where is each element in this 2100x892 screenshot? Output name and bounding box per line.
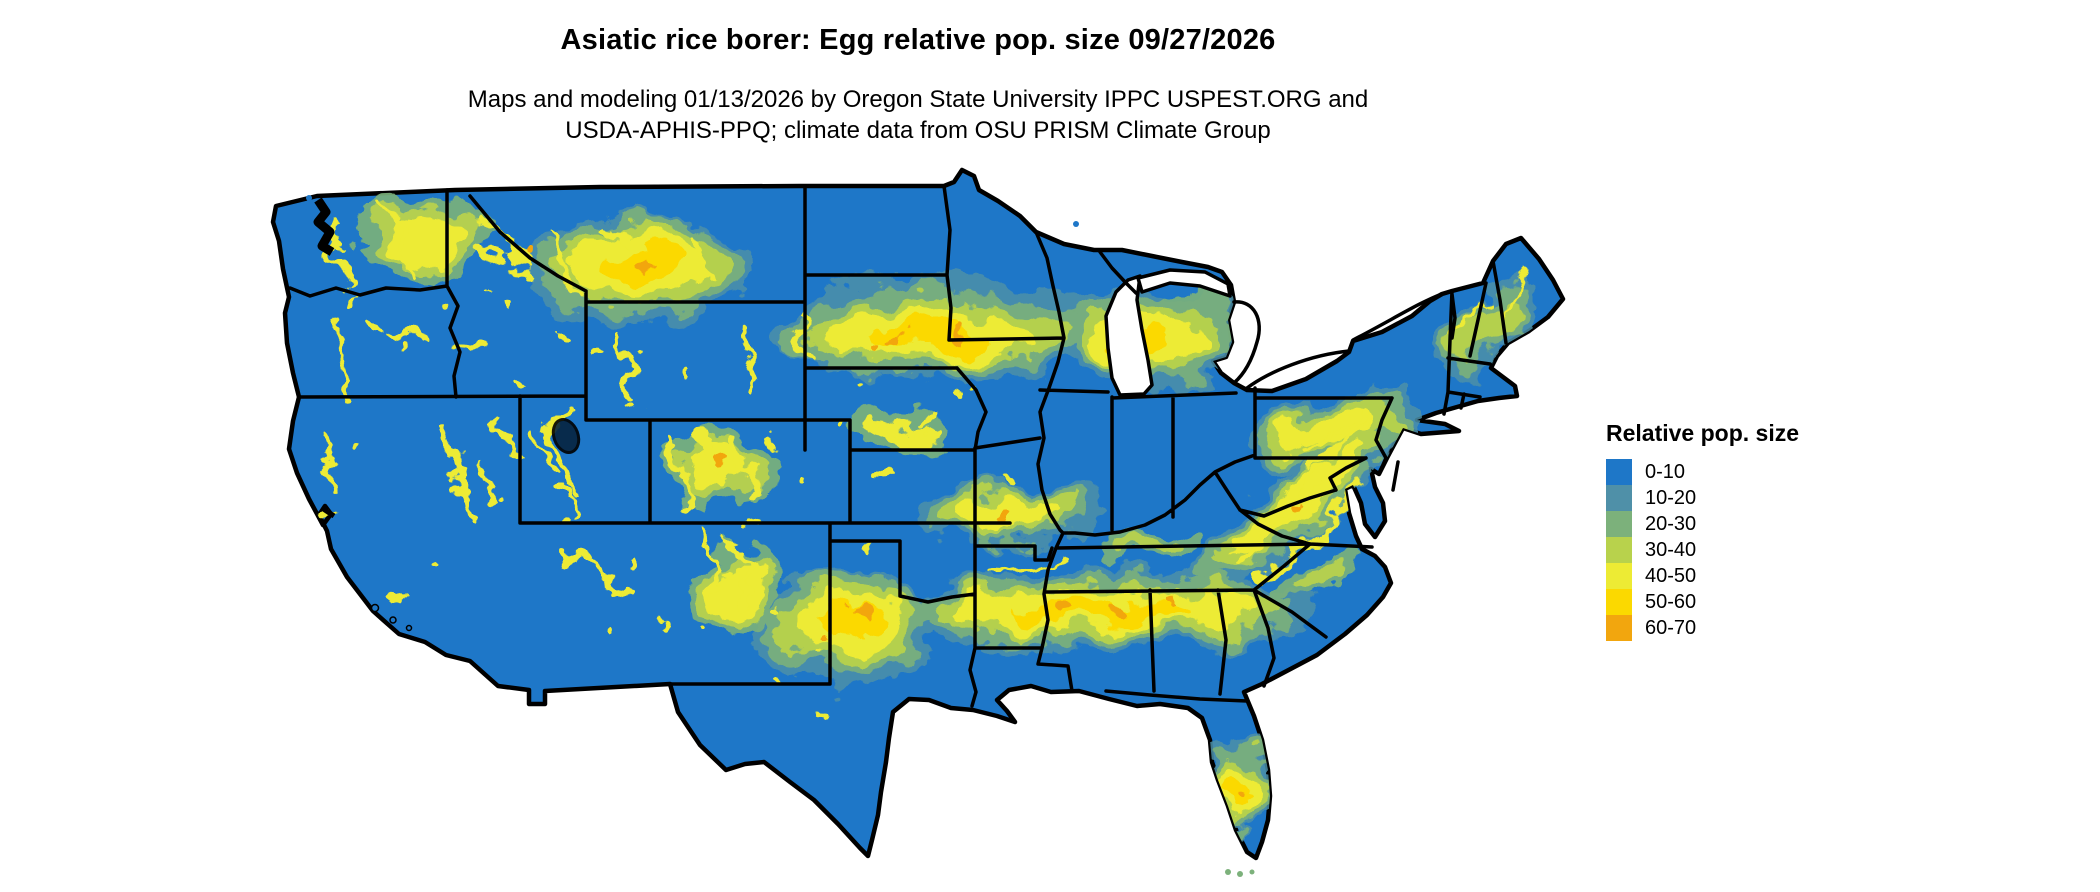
legend-row: 30-40 <box>1606 537 1799 563</box>
florida-key <box>1249 869 1255 875</box>
legend-row: 0-10 <box>1606 459 1799 485</box>
island-dot <box>306 195 312 201</box>
legend: Relative pop. size 0-10 10-20 20-30 30-4… <box>1606 420 1799 641</box>
legend-row: 60-70 <box>1606 615 1799 641</box>
legend-swatch <box>1606 615 1632 641</box>
florida-key <box>1225 869 1231 875</box>
puget-sound <box>313 197 335 256</box>
great-salt-lake <box>551 418 581 454</box>
straits-of-mackinac <box>1136 268 1232 298</box>
isle-royale <box>1073 221 1079 227</box>
lake-huron-shore <box>1232 300 1261 385</box>
legend-swatch <box>1606 563 1632 589</box>
legend-swatch <box>1606 511 1632 537</box>
island-dot <box>303 204 309 210</box>
legend-item-label: 60-70 <box>1645 616 1697 639</box>
legend-item-label: 0-10 <box>1645 460 1686 483</box>
san-francisco-bay <box>320 505 336 519</box>
florida-key <box>1237 871 1243 877</box>
legend-swatch <box>1606 537 1632 563</box>
legend-title: Relative pop. size <box>1606 420 1800 446</box>
legend-swatch <box>1606 459 1632 485</box>
coastal-details <box>303 195 1255 877</box>
legend-item-label: 40-50 <box>1645 564 1697 587</box>
channel-island <box>405 624 413 632</box>
legend-item-label: 10-20 <box>1645 486 1697 509</box>
channel-island <box>370 603 380 613</box>
channel-island <box>389 616 397 624</box>
state-borders <box>288 184 1508 708</box>
legend-row: 20-30 <box>1606 511 1799 537</box>
legend-item-label: 20-30 <box>1645 512 1697 535</box>
legend-row: 10-20 <box>1606 485 1799 511</box>
lake-ontario-north-shore <box>1351 292 1444 342</box>
legend-item-label: 50-60 <box>1645 590 1697 613</box>
legend-items: 0-10 10-20 20-30 30-40 40-50 50-60 60-70 <box>1606 459 1799 641</box>
legend-swatch <box>1606 589 1632 615</box>
great-lakes <box>551 268 1444 454</box>
legend-row: 40-50 <box>1606 563 1799 589</box>
subtitle-line-2: USDA-APHIS-PPQ; climate data from OSU PR… <box>565 117 1271 144</box>
page-title: Asiatic rice borer: Egg relative pop. si… <box>560 24 1276 56</box>
subtitle-line-1: Maps and modeling 01/13/2026 by Oregon S… <box>467 86 1369 113</box>
subtitle: Maps and modeling 01/13/2026 by Oregon S… <box>468 84 1368 146</box>
legend-item-label: 30-40 <box>1645 538 1697 561</box>
lake-erie-north-shore <box>1245 349 1351 390</box>
legend-row: 50-60 <box>1606 589 1799 615</box>
legend-swatch <box>1606 485 1632 511</box>
